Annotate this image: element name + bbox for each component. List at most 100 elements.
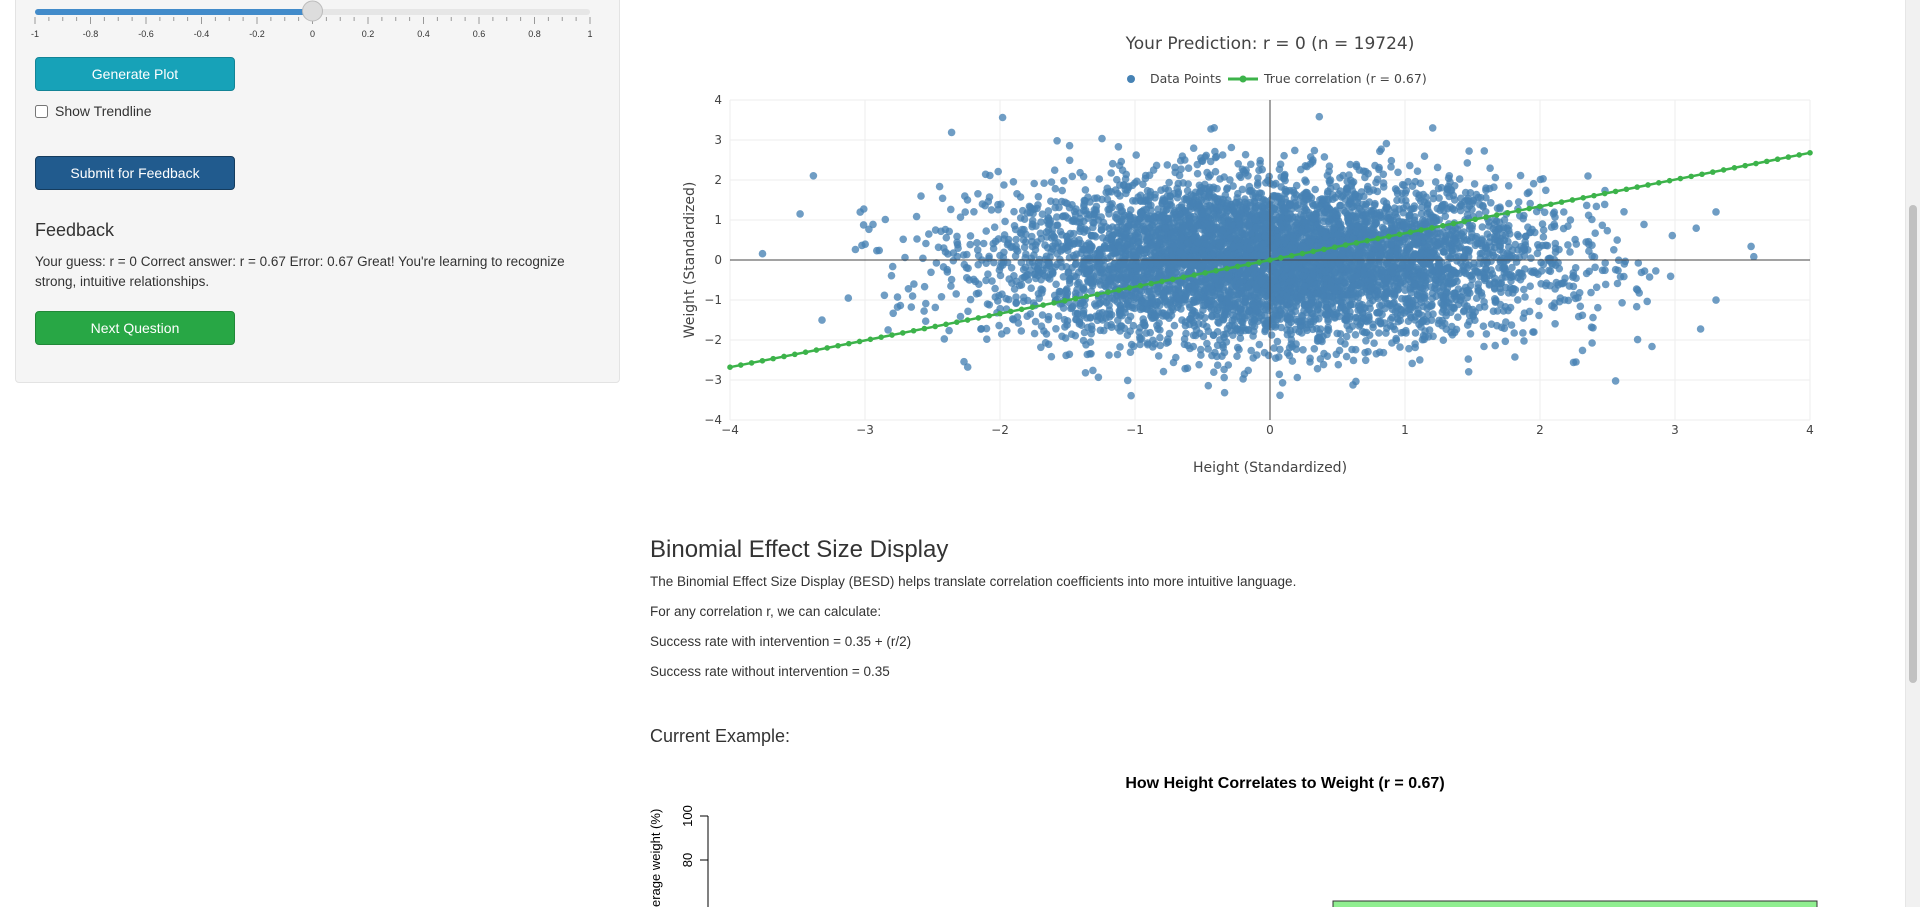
data-point [984,270,992,279]
data-point [1261,291,1270,300]
data-point [1164,338,1172,346]
data-point [1047,352,1056,361]
data-point [1062,286,1070,295]
data-point [1293,373,1302,382]
data-point [1492,253,1501,262]
data-point [1211,203,1220,212]
show-trendline-checkbox[interactable] [35,104,48,118]
data-point [1382,139,1391,148]
data-point [1184,164,1193,172]
slider-tick-label: 0.6 [473,29,486,39]
data-point [1065,156,1074,165]
data-point [1292,298,1301,306]
data-point [1582,201,1591,210]
data-point [1377,145,1385,153]
data-point [1474,280,1483,288]
data-point [1041,241,1049,249]
next-question-button[interactable]: Next Question [35,311,235,345]
data-point [1193,169,1202,178]
data-point [1165,314,1173,323]
data-point [995,321,1003,330]
data-point [1193,160,1202,169]
submit-feedback-button[interactable]: Submit for Feedback [35,156,235,190]
data-point [1403,307,1411,315]
data-point [1564,241,1572,249]
data-point [1142,329,1151,337]
data-point [1053,213,1061,221]
data-point [1171,163,1179,172]
data-point [1146,187,1155,196]
slider-handle[interactable] [302,0,323,22]
data-point [1047,178,1056,186]
data-point [1072,259,1080,268]
data-point [963,363,972,371]
data-point [1255,166,1263,175]
data-point [1073,286,1081,294]
data-point [1047,197,1055,205]
data-point [1218,151,1227,159]
data-point [994,297,1002,305]
data-point [1550,220,1558,229]
data-point [880,291,889,300]
show-trendline-row[interactable]: Show Trendline [35,103,152,119]
data-point [1123,376,1132,385]
data-point [1613,279,1622,288]
data-point [1044,340,1053,349]
data-point [1042,228,1051,236]
data-point [1204,327,1213,336]
data-point [1391,210,1400,218]
data-point [1417,203,1426,212]
data-point [1589,324,1597,332]
data-point [1108,159,1117,168]
data-point [1417,210,1426,218]
data-point [1474,193,1483,202]
data-point [1571,235,1579,244]
data-point [1135,299,1143,307]
data-point [913,235,921,243]
data-point [1481,208,1490,216]
data-point [1496,300,1505,309]
data-point [1143,236,1151,244]
data-point [1570,291,1578,299]
data-point [1270,205,1279,213]
data-point [1051,184,1060,193]
data-point [1310,146,1319,155]
data-point [1310,345,1319,353]
data-point [1292,181,1301,190]
data-point [1181,364,1189,373]
slider-tick-label: -0.6 [138,29,154,39]
data-point [1542,186,1550,195]
data-point [1222,330,1230,338]
data-point [997,200,1005,208]
data-point [1618,299,1626,307]
data-point [1291,146,1299,155]
data-point [1420,152,1429,160]
data-point [1034,193,1043,201]
data-point [1438,308,1447,316]
data-point [1329,195,1337,203]
data-point [1065,350,1074,359]
data-point [1051,203,1059,212]
data-point [1007,264,1016,272]
data-point [1603,226,1612,235]
data-point [1107,169,1115,177]
data-point [1380,225,1388,233]
correlation-slider[interactable]: -1 -0.8 -0.6 -0.4 -0.2 0 0.2 0.4 0.6 0.8 1 [25,0,615,45]
data-point [873,246,881,255]
data-point [990,223,999,231]
data-point [1491,295,1499,303]
data-point [1219,343,1227,352]
data-point [1222,338,1231,346]
data-point [1055,290,1064,298]
data-point [1373,187,1382,196]
data-point [1126,220,1135,229]
data-point [1445,279,1454,288]
data-point [1349,381,1357,389]
feedback-heading: Feedback [35,220,115,240]
data-point [1613,236,1621,244]
data-point [978,200,987,208]
data-point [1482,330,1491,338]
data-point [1010,222,1019,230]
generate-plot-button[interactable]: Generate Plot [35,57,235,91]
